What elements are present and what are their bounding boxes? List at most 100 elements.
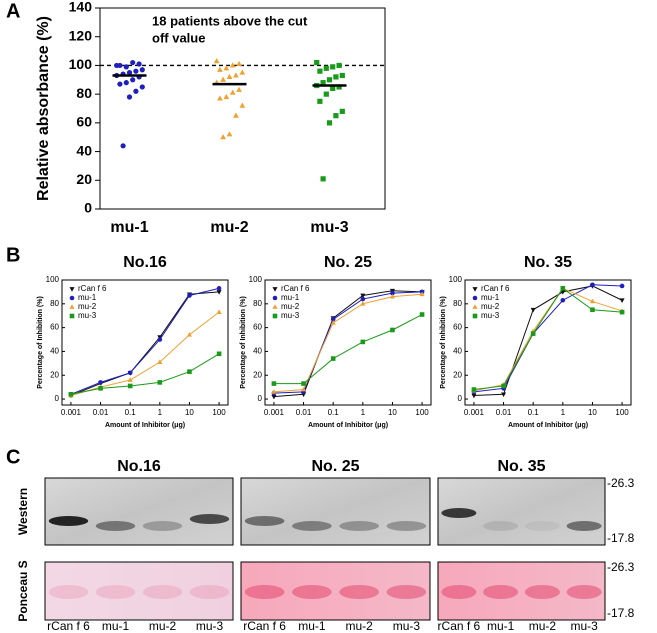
data-point [339, 72, 345, 79]
data-point [68, 391, 74, 397]
data-point [229, 62, 236, 68]
data-point [236, 86, 242, 92]
x-tick-label: 0.01 [93, 408, 109, 417]
legend-marker [472, 304, 478, 309]
data-point [187, 293, 192, 298]
data-point [139, 84, 145, 90]
data-point [271, 389, 277, 394]
data-point [126, 70, 133, 76]
data-point [301, 381, 306, 386]
y-tick-label: 20 [453, 370, 462, 379]
plot-frame [264, 279, 432, 406]
blot-image [44, 477, 234, 546]
y-tick-label: 40 [453, 347, 462, 356]
chart-title: No.16 [123, 254, 167, 271]
y-tick-label: 80 [253, 299, 262, 308]
y-tick-label: 80 [50, 299, 59, 308]
blot-band [339, 521, 379, 531]
data-point [471, 393, 477, 399]
blot-band [483, 521, 519, 531]
data-point [560, 297, 566, 303]
y-tick-label: 80 [453, 299, 462, 308]
y-tick-label: 100 [46, 275, 60, 284]
blot-band [339, 585, 379, 599]
blot-band [95, 585, 136, 599]
y-tick-label: 60 [453, 323, 462, 332]
y-tick-label: 0 [84, 200, 92, 216]
x-tick-label: 0.1 [125, 408, 137, 417]
size-marker: -17.8 [607, 531, 635, 545]
size-marker: -26.3 [607, 476, 635, 490]
legend-label: mu-3 [481, 311, 500, 320]
x-tick-label: 1 [561, 408, 566, 417]
data-point [271, 394, 277, 400]
blot-band [189, 514, 230, 524]
data-point [530, 307, 536, 313]
data-point [619, 298, 625, 303]
series-line [473, 287, 623, 391]
blot-band [142, 521, 183, 531]
x-tick-label: 1 [361, 408, 366, 417]
lane-label: mu-1 [298, 619, 326, 633]
blot-band [386, 585, 427, 599]
data-point [98, 386, 103, 391]
data-point [123, 80, 129, 86]
series-line [70, 311, 220, 396]
blot-image [44, 561, 234, 621]
lane-label: rCan f 6 [438, 619, 481, 633]
data-point [314, 59, 320, 66]
legend-label: mu-2 [281, 302, 300, 311]
blot-band [142, 585, 183, 599]
legend-label: mu-1 [481, 293, 500, 302]
data-point [590, 282, 595, 288]
data-point [127, 370, 133, 376]
x-tick-label: 0.01 [296, 408, 312, 417]
data-point [389, 293, 395, 299]
data-point [117, 81, 123, 87]
data-point [301, 386, 307, 392]
chart-title: No. 25 [324, 254, 372, 271]
legend-marker [272, 287, 278, 292]
data-point [216, 286, 222, 291]
data-point [501, 392, 507, 398]
series-line [70, 353, 220, 395]
lane-label: rCan f 6 [243, 619, 286, 633]
y-axis-label: Relative absorbance (%) [35, 16, 52, 201]
y-tick-label: 20 [50, 370, 59, 379]
legend-marker [272, 313, 278, 319]
y-tick-label: 140 [69, 0, 93, 15]
data-point [330, 316, 336, 322]
blot-image [240, 477, 431, 546]
y-tick-label: 20 [76, 171, 92, 187]
x-tick-label: 0.001 [264, 408, 285, 417]
data-point [317, 68, 323, 74]
blot-band [386, 521, 427, 531]
data-point [360, 339, 366, 345]
data-point [330, 356, 336, 361]
legend-marker [69, 295, 75, 301]
lane-label: mu-3 [570, 619, 598, 633]
data-point [216, 351, 222, 357]
legend-label: rCan f 6 [281, 284, 310, 293]
blot-band [292, 585, 332, 599]
data-point [120, 143, 126, 149]
legend-label: mu-3 [281, 311, 300, 320]
blot-title: No. 25 [311, 458, 359, 475]
blot-band [566, 521, 602, 531]
data-point [98, 380, 103, 385]
data-point [390, 327, 395, 333]
data-point [133, 88, 139, 94]
blot-band [189, 585, 230, 599]
series-line [273, 293, 423, 393]
row-label: Ponceau S [16, 560, 30, 621]
y-tick-label: 20 [253, 370, 262, 379]
blot-image [240, 561, 431, 621]
data-point [126, 94, 133, 100]
data-point [501, 383, 506, 389]
data-point [336, 62, 342, 69]
x-tick-label: 0.1 [328, 408, 340, 417]
series-line [473, 285, 623, 396]
x-tick-label: 0.001 [464, 408, 485, 417]
y-tick-label: 100 [69, 56, 93, 72]
panel-label: A [6, 0, 20, 22]
